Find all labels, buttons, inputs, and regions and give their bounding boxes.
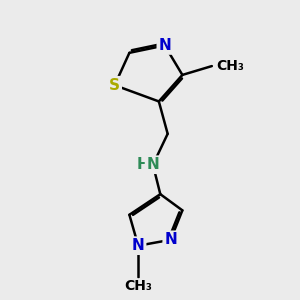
Text: S: S — [109, 78, 120, 93]
Text: N: N — [132, 238, 145, 253]
Text: N: N — [164, 232, 177, 247]
Text: H: H — [136, 157, 149, 172]
Text: N: N — [158, 38, 171, 53]
Text: CH₃: CH₃ — [216, 59, 244, 73]
Text: N: N — [147, 157, 159, 172]
Text: CH₃: CH₃ — [124, 279, 152, 293]
